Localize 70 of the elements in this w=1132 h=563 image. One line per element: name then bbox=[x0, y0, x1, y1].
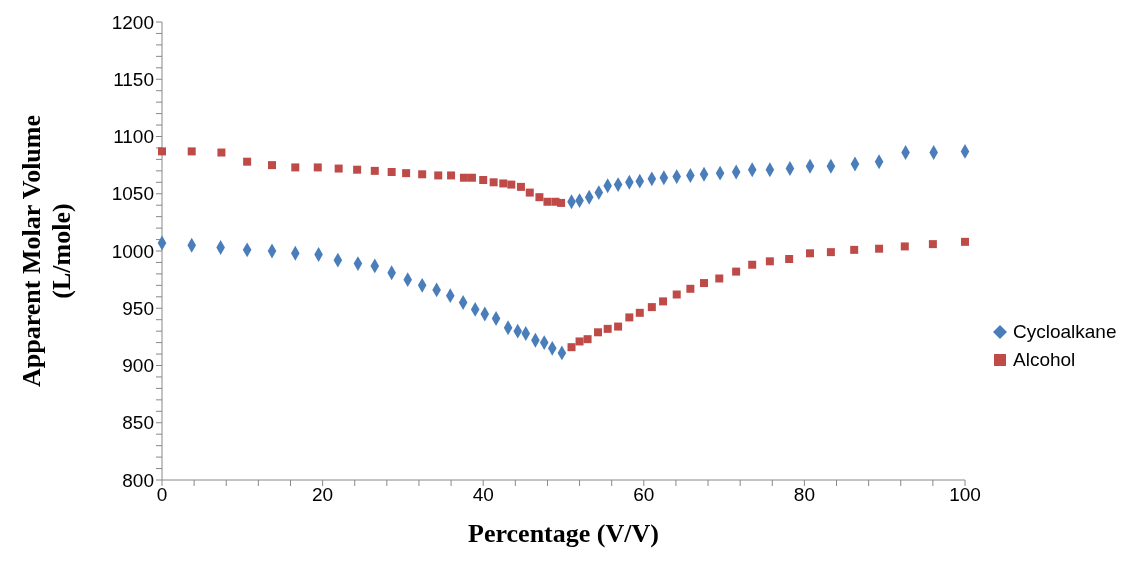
point bbox=[334, 164, 343, 173]
y-axis-title: Apparent Molar Volume (L/mole) bbox=[17, 114, 76, 388]
point bbox=[525, 188, 534, 197]
y-tick-label: 800 bbox=[122, 469, 154, 491]
point bbox=[268, 161, 277, 170]
point bbox=[715, 274, 724, 283]
y-tick-label: 950 bbox=[122, 297, 154, 319]
y-tick-label: 1200 bbox=[111, 11, 154, 33]
x-axis-title: Percentage (V/V) bbox=[468, 519, 659, 548]
point bbox=[158, 147, 166, 156]
legend-label: Cycloalkane bbox=[1013, 320, 1117, 344]
point bbox=[516, 182, 525, 191]
x-tick-label: 0 bbox=[156, 484, 168, 506]
point bbox=[243, 157, 252, 166]
x-tick-label: 80 bbox=[793, 484, 815, 506]
y-tick-label: 850 bbox=[122, 412, 154, 434]
y-tick-label: 1000 bbox=[111, 240, 154, 262]
y-tick-label: 1050 bbox=[111, 183, 154, 205]
point bbox=[594, 328, 603, 337]
point bbox=[387, 167, 396, 176]
point bbox=[187, 147, 196, 156]
point bbox=[479, 176, 488, 185]
point bbox=[785, 255, 794, 264]
point bbox=[467, 173, 476, 182]
point bbox=[313, 163, 322, 172]
point bbox=[850, 245, 859, 254]
point bbox=[543, 197, 552, 206]
point bbox=[447, 171, 456, 180]
point bbox=[217, 148, 226, 157]
x-tick-label: 40 bbox=[472, 484, 494, 506]
point bbox=[459, 173, 468, 182]
point bbox=[875, 244, 884, 253]
point bbox=[291, 163, 300, 172]
point bbox=[765, 257, 774, 266]
point bbox=[535, 193, 544, 202]
point bbox=[434, 171, 443, 180]
point bbox=[575, 337, 584, 346]
point bbox=[489, 178, 498, 187]
point bbox=[567, 343, 576, 352]
y-tick-label: 900 bbox=[122, 355, 154, 377]
x-tick-label: 60 bbox=[633, 484, 655, 506]
point bbox=[418, 170, 427, 179]
point bbox=[961, 237, 969, 246]
point bbox=[614, 322, 623, 331]
point bbox=[499, 179, 508, 188]
y-tick-label: 1150 bbox=[113, 69, 154, 90]
x-tick-label: 20 bbox=[312, 484, 334, 506]
point bbox=[635, 308, 644, 317]
legend-label: Alcohol bbox=[1013, 348, 1076, 372]
point bbox=[625, 313, 634, 322]
point bbox=[732, 267, 741, 276]
point bbox=[557, 198, 566, 207]
point bbox=[806, 249, 815, 258]
point bbox=[928, 240, 937, 249]
x-tick-label: 100 bbox=[949, 484, 981, 506]
point bbox=[647, 303, 656, 312]
point bbox=[402, 169, 411, 178]
point bbox=[900, 242, 909, 251]
point bbox=[583, 335, 592, 344]
point bbox=[507, 180, 516, 189]
point bbox=[700, 279, 709, 288]
point bbox=[659, 297, 668, 306]
point bbox=[370, 166, 379, 175]
y-tick-label: 1100 bbox=[113, 126, 154, 148]
point bbox=[686, 284, 695, 293]
point bbox=[353, 165, 362, 174]
point bbox=[826, 248, 835, 257]
point bbox=[603, 324, 612, 333]
point bbox=[748, 260, 757, 269]
point bbox=[672, 290, 681, 299]
